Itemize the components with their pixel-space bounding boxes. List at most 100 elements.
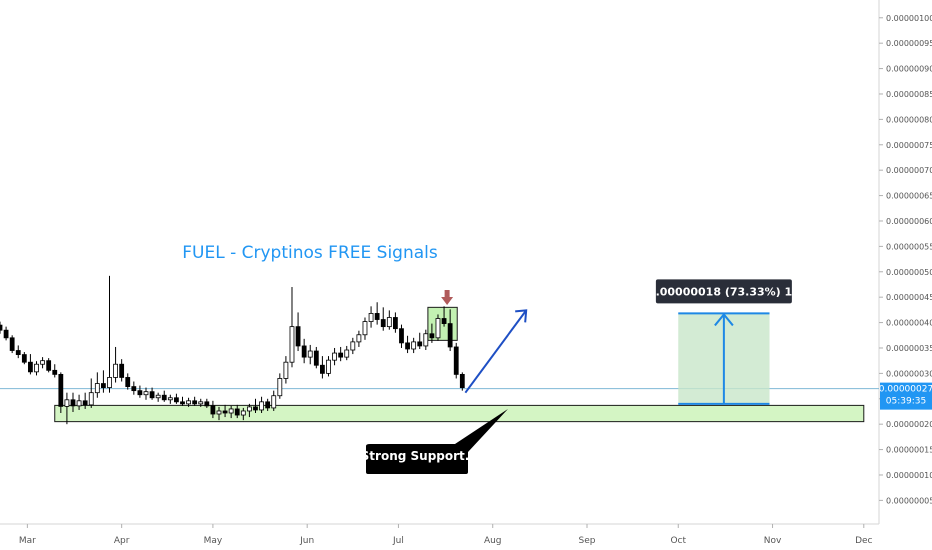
candle-body	[34, 363, 39, 373]
candle-body	[101, 383, 106, 389]
y-tick-label: 0.00000085	[886, 90, 932, 99]
candle	[277, 373, 283, 399]
projection-line	[464, 309, 527, 394]
y-tick-label: 0.00000100	[886, 14, 932, 23]
candle-body	[149, 391, 155, 399]
candle	[34, 361, 39, 376]
y-tick-label: 0.00000055	[886, 242, 932, 251]
y-tick-label: 0.00000075	[886, 141, 932, 150]
candle	[180, 396, 185, 406]
y-tick-label: 0.00000020	[886, 420, 932, 429]
candle-body	[21, 354, 27, 363]
candle-body	[301, 345, 307, 358]
time-axis[interactable]: Mar Apr May Jun Jul Aug Sep Oct Nov Dec	[19, 524, 873, 546]
candle	[58, 372, 64, 414]
price-range-tool[interactable]: 0.00000018 (73.33%) 18	[648, 279, 800, 405]
support-zone[interactable]	[54, 404, 865, 423]
y-tick-label: 0.00000040	[886, 319, 932, 328]
candle-body	[125, 377, 131, 387]
candle-body	[405, 342, 410, 350]
candle	[307, 344, 313, 365]
candle	[386, 310, 392, 330]
candle	[161, 390, 167, 402]
candle	[332, 347, 337, 366]
y-tick-label: 0.00000050	[886, 268, 932, 277]
candle-body	[234, 408, 240, 416]
x-tick-label: Aug	[484, 536, 502, 546]
candle	[228, 405, 234, 419]
candle-body	[295, 326, 301, 347]
candle	[423, 329, 429, 351]
candle-body	[417, 341, 423, 347]
candle-body	[155, 394, 161, 399]
candle-body	[222, 410, 228, 414]
candle	[216, 406, 222, 421]
y-tick-label: 0.00000005	[886, 496, 932, 505]
callout-bubble	[366, 408, 508, 474]
support-callout[interactable]: Strong Support.	[361, 408, 508, 474]
candle	[167, 394, 173, 404]
candle	[259, 396, 264, 414]
candle-body	[70, 399, 76, 407]
candle-body	[338, 352, 344, 358]
candle-body	[326, 359, 331, 374]
candle-body	[46, 360, 52, 371]
candle-body	[350, 341, 356, 351]
candle-body	[356, 334, 362, 343]
candle	[46, 358, 52, 373]
candle-body	[186, 400, 191, 405]
candle	[368, 306, 374, 328]
x-tick-label: Jun	[299, 536, 314, 546]
candle-body	[289, 326, 295, 363]
candle	[198, 398, 204, 407]
candle	[253, 398, 258, 414]
down-marker-arrow[interactable]	[441, 290, 454, 305]
candle-body	[411, 341, 417, 350]
candle	[405, 335, 410, 354]
measure-label: 0.00000018 (73.33%) 18	[648, 285, 800, 298]
candle-body	[344, 349, 350, 358]
candle	[380, 307, 386, 331]
candle-body	[137, 390, 143, 396]
candle	[362, 317, 368, 340]
x-tick-label: Apr	[114, 536, 130, 546]
candle-body	[374, 313, 380, 320]
projection-arrow[interactable]	[464, 309, 528, 394]
candle-body	[368, 313, 374, 322]
x-tick-label: Nov	[764, 536, 782, 546]
candle-body	[259, 401, 264, 411]
candle	[326, 356, 331, 377]
candle-body	[265, 401, 271, 409]
candle	[0, 321, 3, 334]
candle-body	[131, 386, 137, 392]
candlestick-series	[0, 275, 465, 425]
candle-body	[107, 377, 112, 389]
candle-body	[40, 360, 45, 365]
candle	[76, 394, 82, 410]
candle	[313, 346, 319, 369]
y-tick-label: 0.00000065	[886, 192, 932, 201]
candle-body	[453, 346, 459, 375]
candle	[374, 302, 380, 325]
x-tick-label: Sep	[579, 536, 596, 546]
candle-body	[64, 399, 70, 407]
candle	[289, 287, 295, 368]
candle-body	[82, 400, 88, 406]
candle-body	[28, 361, 33, 373]
candle	[210, 400, 216, 419]
candle	[411, 337, 417, 354]
price-tag-text: 0.00000027	[879, 385, 932, 395]
marker-shaft	[444, 290, 450, 297]
candle-body	[198, 401, 204, 405]
candle-body	[76, 400, 82, 407]
candle	[399, 324, 404, 348]
candle-body	[88, 392, 94, 406]
candle	[453, 342, 459, 379]
candle-body	[380, 319, 386, 328]
y-tick-label: 0.00000030	[886, 369, 932, 378]
candle	[459, 372, 465, 391]
candle	[222, 404, 228, 418]
candle	[125, 373, 131, 390]
candle-body	[392, 317, 398, 330]
